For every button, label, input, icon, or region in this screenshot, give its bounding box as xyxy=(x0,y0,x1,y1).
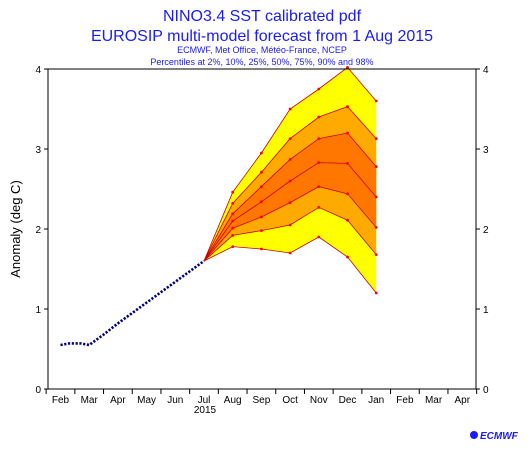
ecmwf-logo: ECMWF xyxy=(470,431,519,442)
percentile-point-98-4 xyxy=(317,87,321,91)
ecmwf-logo-text: ECMWF xyxy=(480,431,519,442)
x-tick-label-may-3: May xyxy=(137,395,156,406)
percentile-point-25-4 xyxy=(317,185,321,189)
y-axis-label: Anomaly (deg C) xyxy=(8,180,23,278)
band-25-75 xyxy=(204,133,377,261)
year-label: 2015 xyxy=(194,405,217,416)
axis-ticks: 0 0 1 1 2 2 3 3 4 4 Feb Mar Apr May Jun Jul Aug Sep Oct Nov… xyxy=(35,65,489,406)
chart-subtitle: EUROSIP multi-model forecast from 1 Aug … xyxy=(91,28,433,45)
percentile-point-25-5 xyxy=(346,192,349,196)
percentile-point-98-5 xyxy=(346,66,349,69)
percentile-point-50-2 xyxy=(260,200,263,204)
percentile-point-10-2 xyxy=(260,229,263,233)
percentile-point-2-1 xyxy=(231,245,235,249)
percentile-point-90-3 xyxy=(288,137,292,141)
percentile-point-75-3 xyxy=(288,158,292,161)
x-tick-label-apr-14: Apr xyxy=(455,395,471,406)
percentile-lines xyxy=(203,66,378,295)
y-tick-label-right-2: 2 xyxy=(483,225,489,236)
percentile-point-98-1 xyxy=(231,190,235,194)
percentile-point-25-6 xyxy=(374,226,378,229)
x-tick-label-feb-12: Feb xyxy=(396,395,414,406)
x-tick-label-apr-2: Apr xyxy=(110,395,126,406)
x-tick-label-jan-11: Jan xyxy=(368,395,384,406)
percentile-point-75-2 xyxy=(260,185,263,189)
chart-subtitle-models: ECMWF, Met Office, Météo-France, NCEP xyxy=(177,45,347,55)
percentile-point-90-1 xyxy=(231,202,235,205)
x-tick-label-sep-7: Sep xyxy=(253,395,271,406)
percentile-point-2-2 xyxy=(260,247,263,251)
percentile-point-2-3 xyxy=(288,251,292,255)
x-tick-label-feb-0: Feb xyxy=(52,395,70,406)
percentile-point-25-1 xyxy=(231,226,235,230)
ecmwf-logo-mark xyxy=(470,431,478,439)
percentile-point-50-1 xyxy=(231,219,235,223)
percentile-point-75-4 xyxy=(317,137,321,141)
y-tick-label-right-3: 3 xyxy=(483,145,489,156)
percentile-point-90-6 xyxy=(374,137,378,141)
observed-series xyxy=(60,259,205,347)
percentile-point-25-2 xyxy=(260,215,263,219)
percentile-point-10-6 xyxy=(374,253,378,256)
y-tick-label-right-4: 4 xyxy=(483,65,489,76)
x-tick-label-jun-4: Jun xyxy=(167,395,183,406)
percentile-point-75-1 xyxy=(231,212,235,216)
y-tick-label-right-1: 1 xyxy=(483,305,489,316)
x-tick-label-oct-8: Oct xyxy=(282,395,298,406)
percentile-point-50-3 xyxy=(288,179,292,183)
y-tick-label-left-4: 4 xyxy=(35,65,41,76)
percentile-point-75-5 xyxy=(346,131,349,135)
percentile-point-10-1 xyxy=(231,234,235,237)
percentile-point-2-4 xyxy=(317,235,321,239)
x-tick-label-jul-5: Jul xyxy=(198,395,211,406)
y-tick-label-right-0: 0 xyxy=(483,385,489,396)
percentile-point-90-2 xyxy=(260,170,263,174)
percentile-point-2-5 xyxy=(346,255,349,259)
x-tick-label-mar-1: Mar xyxy=(81,395,99,406)
x-tick-label-nov-9: Nov xyxy=(310,395,328,406)
x-tick-label-aug-6: Aug xyxy=(224,395,242,406)
percentile-point-90-5 xyxy=(346,105,349,108)
percentile-point-2-6 xyxy=(374,291,378,295)
observed-line xyxy=(60,259,205,347)
y-tick-label-left-0: 0 xyxy=(35,385,41,396)
x-tick-label-mar-13: Mar xyxy=(425,395,443,406)
percentile-point-75-6 xyxy=(374,165,378,169)
percentile-point-25-3 xyxy=(288,201,292,205)
percentile-point-50-4 xyxy=(317,161,321,165)
percentile-point-50-6 xyxy=(374,195,378,199)
y-tick-label-left-1: 1 xyxy=(35,305,41,316)
chart-subtitle-percentiles: Percentiles at 2%, 10%, 25%, 50%, 75%, 9… xyxy=(150,57,373,67)
chart-title: NINO3.4 SST calibrated pdf xyxy=(163,8,362,25)
percentile-point-98-6 xyxy=(374,99,378,103)
x-tick-label-dec-10: Dec xyxy=(339,395,357,406)
percentile-point-98-2 xyxy=(260,151,263,155)
y-tick-label-left-3: 3 xyxy=(35,145,41,156)
percentile-point-90-4 xyxy=(317,115,321,119)
percentile-point-50-5 xyxy=(346,162,349,165)
percentile-point-10-5 xyxy=(346,218,349,222)
y-tick-label-left-2: 2 xyxy=(35,225,41,236)
percentile-point-98-3 xyxy=(288,107,292,111)
percentile-point-10-3 xyxy=(288,223,292,227)
percentile-point-10-4 xyxy=(317,206,321,209)
